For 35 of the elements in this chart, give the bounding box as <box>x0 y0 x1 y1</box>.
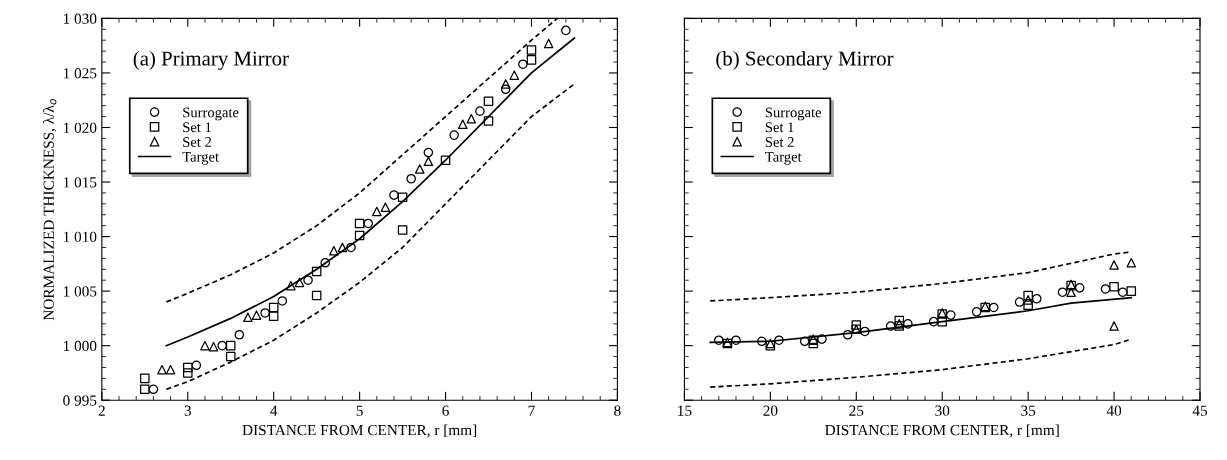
legend-label: Surrogate <box>765 107 822 121</box>
y-tick-label: 1 005 <box>63 286 97 297</box>
text: (a) Primary Mirror <box>133 50 289 70</box>
y-tick-label: 1 020 <box>63 122 97 133</box>
x-tick-label: 3 <box>184 405 191 416</box>
x-tick-label: 20 <box>763 405 778 416</box>
x-tick-label: 2 <box>98 405 105 416</box>
x-tick-label: 4 <box>270 405 278 416</box>
x-axis-title: DISTANCE FROM CENTER, r [mm] <box>825 424 1059 438</box>
legend-label: Set 1 <box>765 122 794 133</box>
legend-label: Set 1 <box>183 122 211 133</box>
x-axis-title: DISTANCE FROM CENTER, r [mm] <box>242 424 477 438</box>
y-axis-title: NORMALIZED THICKNESS, λ/λ$_{o}$ <box>42 98 57 321</box>
x-tick-label: 30 <box>935 405 950 416</box>
legend-label: Set 2 <box>765 137 794 147</box>
legend-label: Set 2 <box>183 137 212 147</box>
legend-label: Target <box>765 152 802 165</box>
x-tick-label: 15 <box>678 405 692 416</box>
text: (b) Secondary Mirror <box>716 50 894 70</box>
x-tick-label: 6 <box>442 405 449 416</box>
legend-label: Target <box>182 152 219 165</box>
x-tick-label: 5 <box>356 405 363 416</box>
x-tick-label: 7 <box>528 405 535 416</box>
x-tick-label: 35 <box>1021 405 1036 416</box>
x-tick-label: 8 <box>614 405 621 416</box>
x-tick-label: 25 <box>849 405 864 416</box>
x-tick-label: 40 <box>1106 405 1122 416</box>
y-tick-label: 0 995 <box>63 395 97 406</box>
y-tick-label: 1 000 <box>63 340 97 352</box>
y-tick-label: 1 030 <box>63 13 97 24</box>
y-tick-label: 1 015 <box>63 177 97 188</box>
legend-label: Surrogate <box>183 107 239 121</box>
y-tick-label: 1 010 <box>63 231 97 243</box>
y-tick-label: 1 025 <box>63 68 97 79</box>
x-tick-label: 45 <box>1192 405 1208 416</box>
